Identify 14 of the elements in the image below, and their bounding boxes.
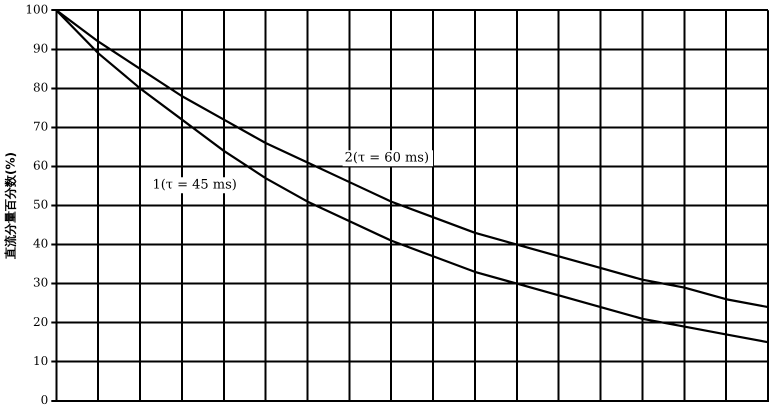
y-tick-label: 90: [33, 41, 48, 56]
y-tick-label: 0: [40, 392, 48, 407]
y-tick-label: 10: [33, 354, 48, 368]
y-tick-label: 20: [33, 314, 48, 329]
y-tick-label: 40: [33, 236, 48, 251]
y-tick-label: 50: [33, 198, 48, 212]
y-tick-label: 70: [33, 120, 48, 134]
y-axis-title: 直流分量百分数(%): [3, 152, 18, 260]
y-tick-label: 100: [25, 2, 48, 16]
y-tick-label: 60: [33, 158, 48, 173]
y-tick-label: 30: [33, 276, 48, 290]
series-label: 1(τ = 45 ms): [152, 178, 237, 193]
series-label: 2(τ = 60 ms): [344, 150, 430, 166]
y-tick-label: 80: [33, 80, 48, 94]
